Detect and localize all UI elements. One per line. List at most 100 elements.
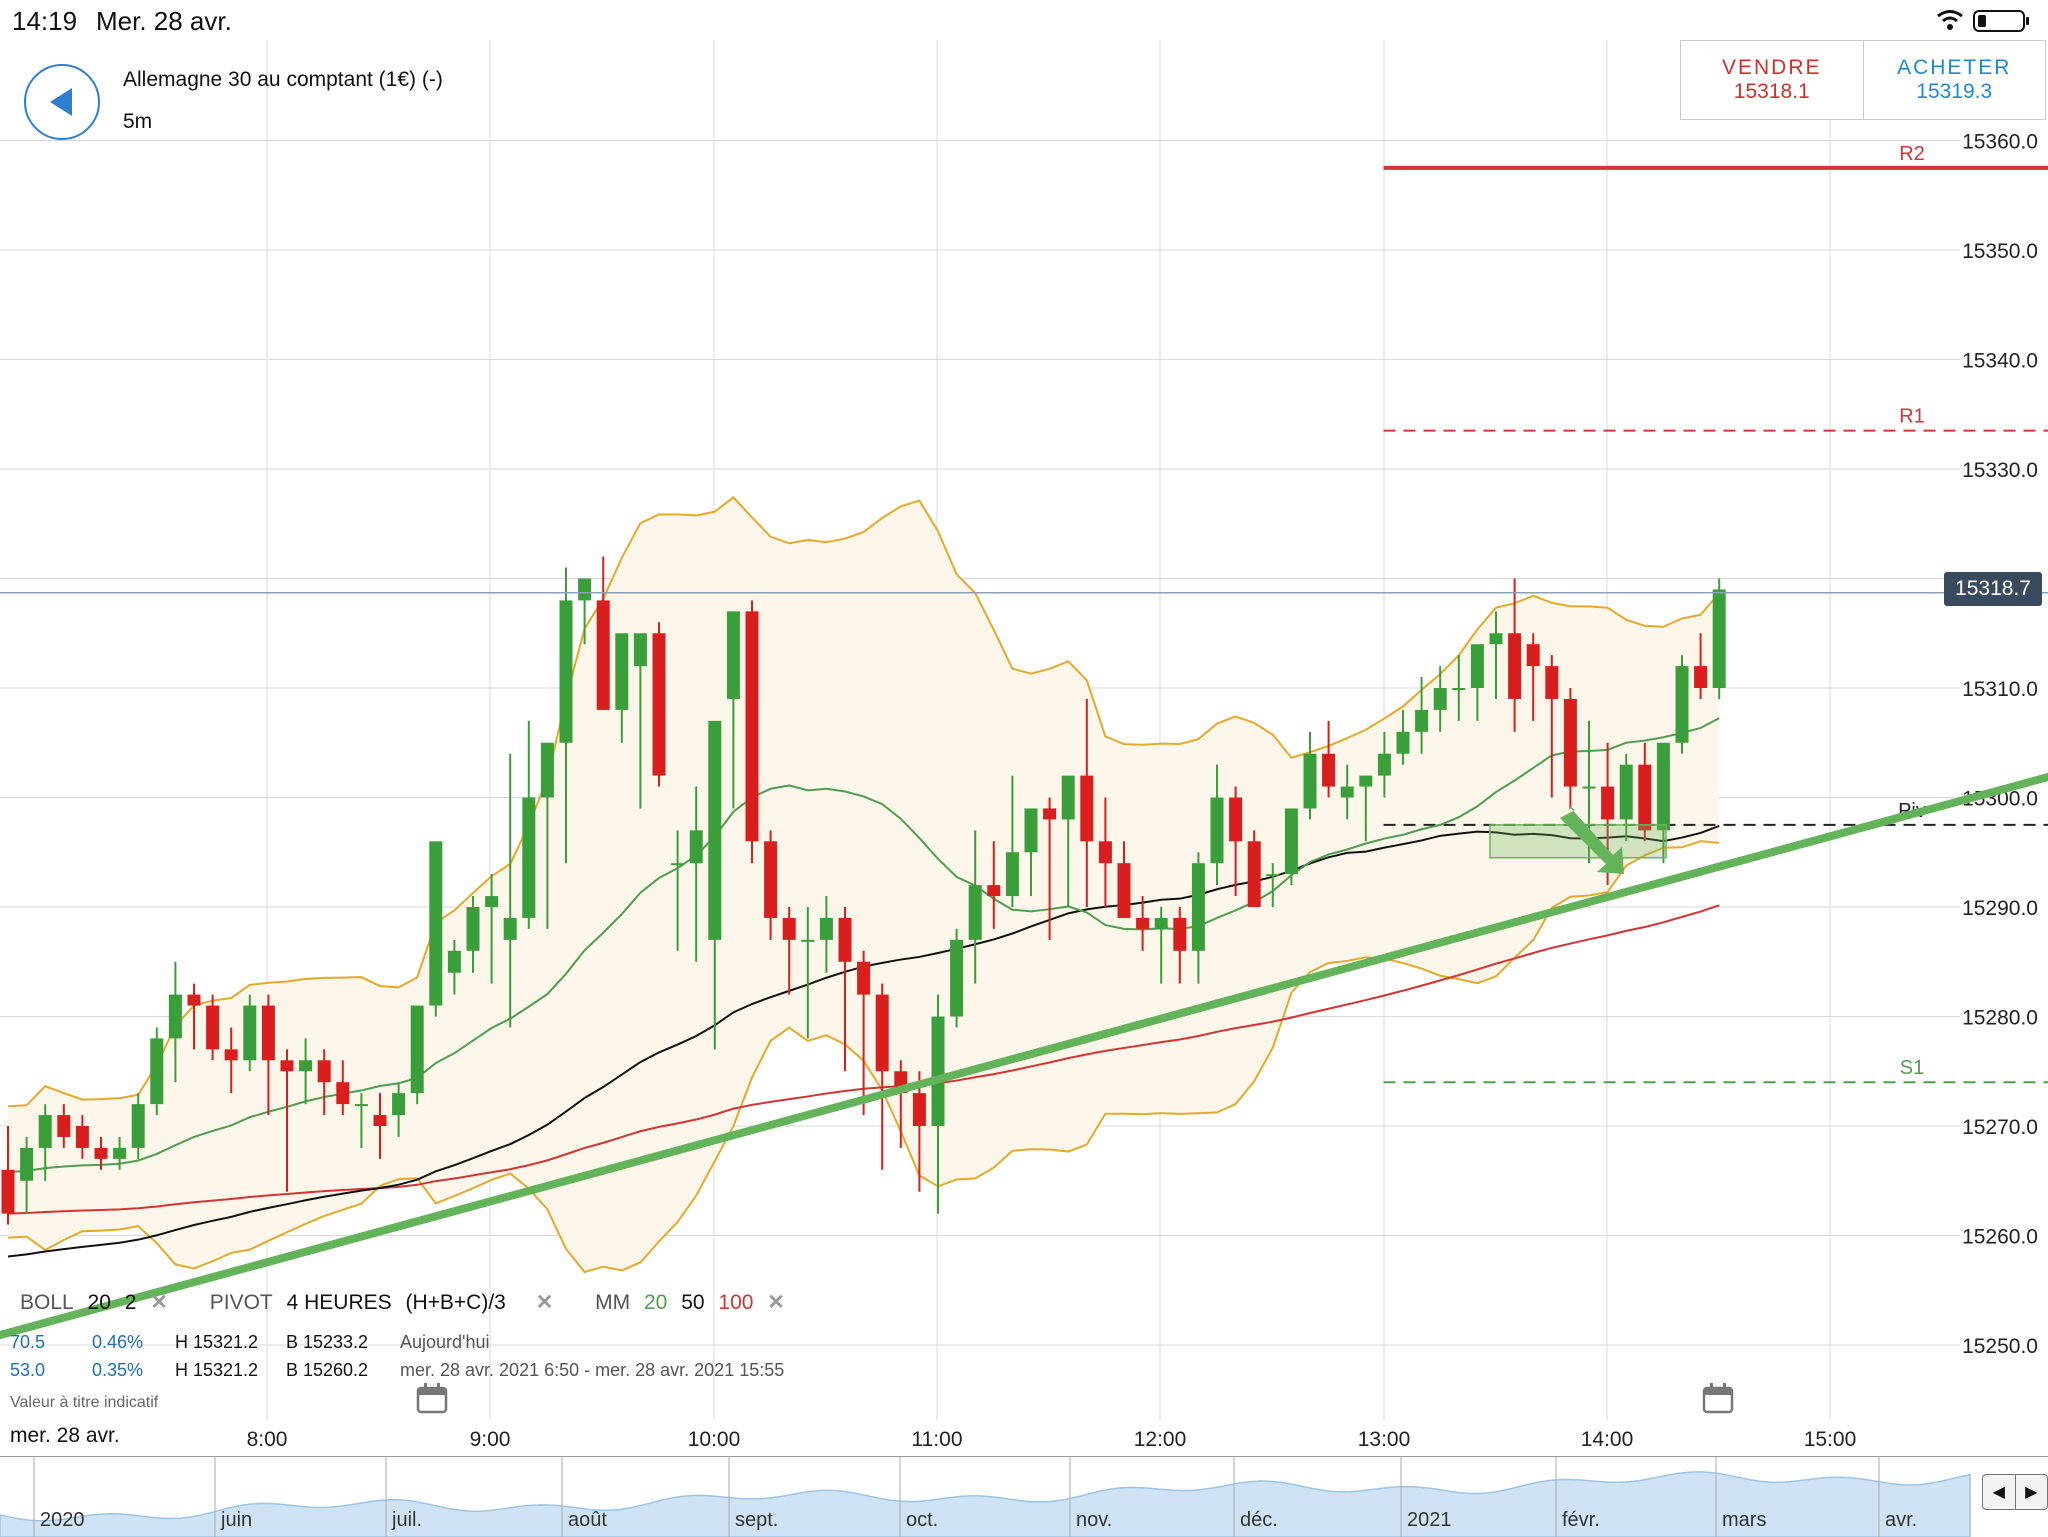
candle-bear xyxy=(1099,841,1112,863)
scroll-right-icon[interactable]: ▶ xyxy=(2016,1475,2048,1509)
remove-boll-icon[interactable]: ✕ xyxy=(150,1291,168,1314)
bollinger-fill xyxy=(8,497,1719,1272)
calendar-icon[interactable] xyxy=(1702,1382,1736,1414)
candle-bull xyxy=(1490,633,1503,644)
stat-range-today: Aujourd'hui xyxy=(400,1332,490,1353)
time-tick-label: 12:00 xyxy=(1134,1428,1187,1451)
candle-bull xyxy=(1192,863,1205,951)
navigator-label: juil. xyxy=(392,1509,422,1532)
candle-bear xyxy=(76,1126,89,1148)
scroll-left-icon[interactable]: ◀ xyxy=(1983,1475,2016,1509)
navigator-label: févr. xyxy=(1562,1509,1600,1532)
buy-price: 15319.3 xyxy=(1916,80,1992,104)
candle-bull xyxy=(1341,787,1354,798)
stat-high-period: H 15321.2 xyxy=(175,1360,258,1381)
candle-bear xyxy=(913,1093,926,1126)
stat-low-period: B 15260.2 xyxy=(286,1360,368,1381)
pivot-label-r2: R2 xyxy=(1899,143,1925,165)
candle-bear xyxy=(57,1115,70,1137)
candle-bear xyxy=(374,1115,387,1126)
candle-bear xyxy=(1508,633,1521,699)
candle-bull xyxy=(132,1104,145,1148)
boll-name[interactable]: BOLL xyxy=(20,1291,74,1314)
buy-button[interactable]: ACHETER 15319.3 xyxy=(1864,41,2046,119)
buy-label: ACHETER xyxy=(1897,56,2011,80)
navigator-label: août xyxy=(568,1509,607,1532)
price-tick-label: 15280.0 xyxy=(1962,1007,2038,1030)
stat-range-period: mer. 28 avr. 2021 6:50 - mer. 28 avr. 20… xyxy=(400,1360,784,1381)
candle-bear xyxy=(262,1006,275,1061)
candle-bull xyxy=(1211,798,1224,864)
price-chart[interactable]: 15360.015350.015340.015330.015320.015310… xyxy=(0,0,2048,1456)
time-tick-label: 15:00 xyxy=(1804,1428,1857,1451)
candle-bull xyxy=(392,1093,405,1115)
navigator-label: déc. xyxy=(1240,1509,1278,1532)
navigator-label: 2021 xyxy=(1407,1509,1452,1532)
navigator-scroll[interactable]: ◀ ▶ xyxy=(1982,1474,2048,1510)
candle-bear xyxy=(225,1049,238,1060)
calendar-icon[interactable] xyxy=(416,1382,450,1414)
candle-bull xyxy=(448,951,461,973)
candle-bull xyxy=(615,633,628,710)
candle-bull xyxy=(39,1115,52,1148)
candle-bull xyxy=(243,1006,256,1061)
stat-a-period: 53.0 xyxy=(10,1360,45,1381)
back-arrow-icon xyxy=(42,82,82,122)
trade-panel: VENDRE 15318.1 ACHETER 15319.3 xyxy=(1680,40,2046,120)
remove-mm-icon[interactable]: ✕ xyxy=(767,1291,785,1314)
candle-bull xyxy=(1434,688,1447,710)
navigator-label: oct. xyxy=(906,1509,938,1532)
candle-bull xyxy=(820,918,833,940)
remove-pivot-icon[interactable]: ✕ xyxy=(536,1291,554,1314)
candle-bull xyxy=(634,633,647,666)
stat-a-today: 70.5 xyxy=(10,1332,45,1353)
candle-bull xyxy=(1471,644,1484,688)
candle-bull xyxy=(522,798,535,918)
price-tick-label: 15330.0 xyxy=(1962,459,2038,482)
candle-bull xyxy=(1452,688,1465,690)
candle-bear xyxy=(188,995,201,1006)
candle-bull xyxy=(113,1148,126,1159)
pivot-name[interactable]: PIVOT xyxy=(210,1291,273,1314)
candle-bear xyxy=(1229,798,1242,842)
time-tick-label: 8:00 xyxy=(247,1428,288,1451)
mm-param-50: 50 xyxy=(681,1291,704,1314)
candle-bear xyxy=(1545,666,1558,699)
mm-name[interactable]: MM xyxy=(595,1291,630,1314)
candle-bull xyxy=(150,1038,163,1104)
candle-bull xyxy=(932,1017,945,1127)
candle-bull xyxy=(467,907,480,951)
back-button[interactable] xyxy=(24,64,100,140)
stat-b-today: 0.46% xyxy=(92,1332,143,1353)
disclaimer: Valeur à titre indicatif xyxy=(10,1394,158,1412)
time-tick-label: 11:00 xyxy=(912,1428,963,1451)
navigator-label: mars xyxy=(1722,1509,1766,1532)
candle-bull xyxy=(1285,808,1298,874)
candle-bull xyxy=(485,896,498,907)
candle-bull xyxy=(801,940,814,942)
candle-bull xyxy=(560,600,573,742)
candle-bear xyxy=(746,611,759,841)
sell-button[interactable]: VENDRE 15318.1 xyxy=(1681,41,1864,119)
mm-param-20: 20 xyxy=(644,1291,667,1314)
price-tick-label: 15250.0 xyxy=(1962,1335,2038,1358)
candle-bull xyxy=(1620,765,1633,820)
navigator-label: sept. xyxy=(735,1509,778,1532)
navigator-label: 2020 xyxy=(40,1509,85,1532)
candle-bull xyxy=(355,1104,368,1106)
candle-bull xyxy=(169,995,182,1039)
time-tick-label: 10:00 xyxy=(688,1428,741,1451)
candle-bear xyxy=(206,1006,219,1050)
candle-bull xyxy=(1266,874,1279,876)
candle-bear xyxy=(1080,776,1093,842)
boll-param-1: 20 xyxy=(88,1291,111,1314)
candle-bull xyxy=(708,721,721,940)
candle-bull xyxy=(671,863,684,865)
price-tick-label: 15340.0 xyxy=(1962,350,2038,373)
interval-label[interactable]: 5m xyxy=(123,110,152,134)
price-tick-label: 15260.0 xyxy=(1962,1226,2038,1249)
boll-param-2: 2 xyxy=(125,1291,137,1314)
price-tick-label: 15290.0 xyxy=(1962,897,2038,920)
